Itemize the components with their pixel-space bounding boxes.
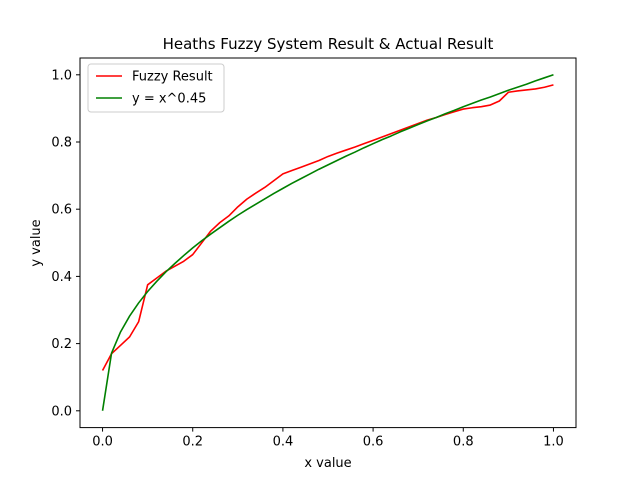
series-line-actual-result <box>101 74 554 411</box>
y-tick-label: 0.2 <box>51 337 72 352</box>
series-layer <box>101 74 554 411</box>
axes-frame <box>79 57 577 429</box>
chart-title: Heaths Fuzzy System Result & Actual Resu… <box>163 35 494 53</box>
legend-entry-label: Fuzzy Result <box>132 70 213 85</box>
x-tick-label: 1.0 <box>543 435 564 450</box>
y-tick-label: 0.6 <box>51 203 72 218</box>
legend-entry-label: y = x^0.45 <box>132 92 206 107</box>
x-tick-label: 0.0 <box>92 435 113 450</box>
y-tick-label: 0.8 <box>51 136 72 151</box>
x-axis-ticks: 0.0 0.2 0.4 0.6 0.8 1.0 <box>92 427 564 450</box>
x-tick-label: 0.2 <box>182 435 203 450</box>
y-tick-label: 1.0 <box>51 68 72 83</box>
x-tick-label: 0.8 <box>453 435 474 450</box>
plot-area: 0.0 0.2 0.4 0.6 0.8 1.0 0.0 0.2 0.4 0.6 0.8 1.0 <box>51 57 577 450</box>
y-axis-label: y value <box>29 219 44 266</box>
y-tick-label: 0.0 <box>51 404 72 419</box>
x-tick-label: 0.6 <box>363 435 384 450</box>
legend: Fuzzy Result y = x^0.45 <box>87 63 225 113</box>
x-tick-label: 0.4 <box>273 435 294 450</box>
x-axis-label: x value <box>304 456 351 471</box>
y-tick-label: 0.4 <box>51 270 72 285</box>
y-axis-ticks: 0.0 0.2 0.4 0.6 0.8 1.0 <box>51 68 80 419</box>
series-line-fuzzy-result <box>101 84 554 371</box>
